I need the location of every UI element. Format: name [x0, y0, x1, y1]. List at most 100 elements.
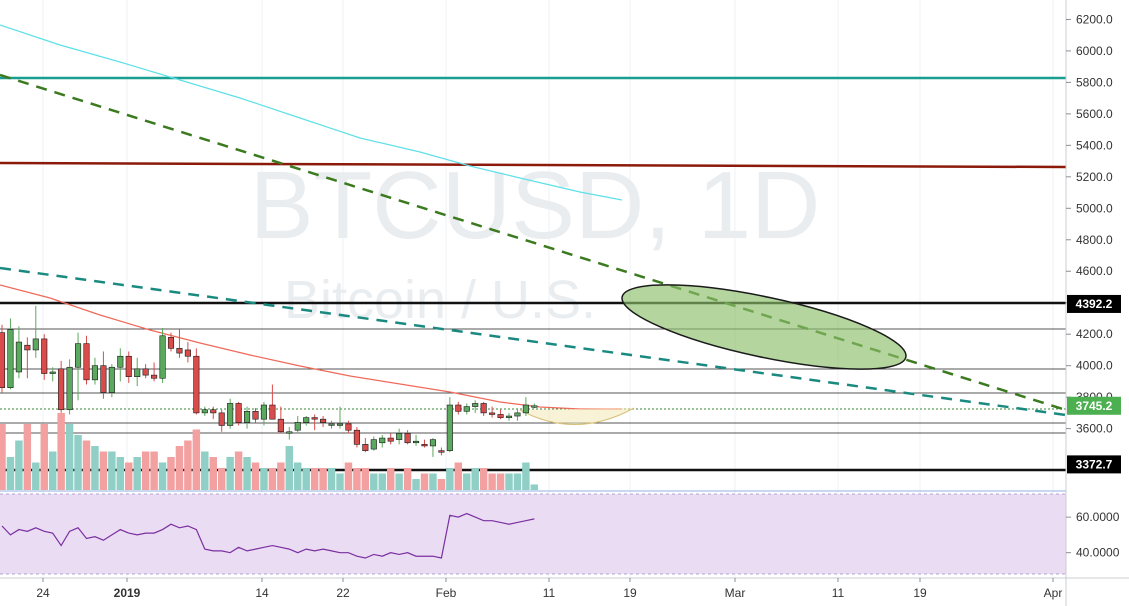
time-tick-label: 14 [255, 586, 269, 600]
candle-body [404, 433, 411, 444]
volume-bar [429, 473, 437, 490]
volume-bar [403, 468, 412, 490]
volume-bars [0, 413, 539, 490]
price-badge-label: 3372.7 [1076, 457, 1113, 471]
time-tick-label: 19 [913, 586, 927, 600]
candle-body [412, 440, 420, 444]
candle-body [438, 450, 445, 453]
candle-body [218, 412, 225, 426]
candle-body [294, 422, 301, 431]
volume-bar [319, 468, 327, 490]
volume-bar [386, 468, 395, 490]
volume-bar [141, 451, 150, 490]
volume-bar [201, 451, 209, 490]
candle-body [176, 348, 183, 354]
volume-bar [496, 473, 505, 490]
volume-bar [302, 468, 310, 490]
candle-body [396, 433, 403, 440]
volume-bar [370, 473, 378, 490]
candle-body [83, 343, 90, 381]
price-tick-label: 4600.0 [1076, 264, 1113, 278]
candle-body [480, 403, 487, 414]
candle-body [91, 365, 98, 381]
volume-bar [251, 462, 260, 490]
volume-bar [479, 468, 488, 490]
candle-body [311, 417, 318, 420]
volume-bar [505, 473, 513, 490]
candle-body [0, 332, 6, 389]
maroon-resistance-line[interactable] [0, 161, 1067, 169]
candle-body [336, 423, 344, 426]
time-axis[interactable]: 24 2019 14 22 Feb 11 19 Mar 11 19 Apr [36, 578, 1062, 600]
candle-body [260, 404, 268, 420]
volume-bar [82, 440, 91, 490]
candle-body [303, 417, 310, 423]
volume-bar [446, 468, 454, 490]
volume-bar [260, 468, 268, 490]
volume-bar [471, 468, 479, 490]
price-axis[interactable]: 3600.03800.04000.04200.04400.04600.04800… [1066, 12, 1113, 436]
candle-body [159, 335, 166, 379]
candlesticks [0, 305, 538, 457]
candle-body [41, 338, 48, 374]
volume-bar [522, 462, 530, 490]
volume-bar [23, 424, 32, 490]
rsi-line [1, 512, 535, 559]
candle-body [32, 338, 39, 351]
candle-body [24, 344, 31, 351]
candle-body [505, 415, 513, 418]
rounded-bottom-arc[interactable] [519, 407, 635, 425]
volume-bar [99, 451, 108, 490]
rsi-background [0, 494, 1066, 574]
candle-body [421, 444, 428, 447]
volume-bar [0, 424, 6, 490]
teal-descending-trendline[interactable] [0, 266, 1067, 417]
volume-bar [454, 462, 463, 490]
volume-bar [65, 424, 74, 490]
candle-body [244, 411, 251, 423]
candle-body [522, 404, 529, 414]
volume-bar [209, 457, 217, 490]
rsi-pane [0, 493, 1066, 575]
candle-body [210, 409, 217, 414]
price-tick-label: 5400.0 [1076, 138, 1113, 152]
volume-bar [175, 446, 184, 490]
volume-bar [192, 429, 201, 490]
price-badge-label: 3745.2 [1076, 399, 1113, 413]
price-badge-label: 4392.2 [1076, 297, 1113, 311]
candle-body [455, 404, 462, 412]
volume-bar [361, 468, 370, 490]
volume-bar [277, 462, 285, 490]
price-tick-label: 6000.0 [1076, 44, 1113, 58]
volume-bar [6, 457, 15, 490]
time-tick-label: 22 [336, 586, 350, 600]
volume-bar [327, 468, 336, 490]
price-tick-label: 6200.0 [1076, 12, 1113, 26]
candle-body [151, 374, 158, 379]
candle-body [463, 406, 470, 412]
candle-body [49, 371, 56, 374]
price-tick-label: 5000.0 [1076, 201, 1113, 215]
price-tick-label: 4800.0 [1076, 233, 1113, 247]
target-zone-ellipse[interactable] [616, 268, 912, 387]
candle-body [227, 403, 234, 426]
candle-body [328, 423, 335, 426]
candle-body [58, 368, 65, 411]
volume-bar [395, 473, 403, 490]
volume-bar [344, 462, 353, 490]
time-tick-label: 2019 [114, 586, 141, 600]
price-tick-label: 5200.0 [1076, 170, 1113, 184]
candle-body [125, 355, 132, 377]
volume-bar [488, 473, 496, 490]
price-tick-label: 3600.0 [1076, 422, 1113, 436]
volume-bar [243, 457, 251, 490]
volume-bar [108, 451, 116, 490]
volume-bar [167, 457, 175, 490]
volume-bar [158, 462, 167, 490]
volume-bar [513, 473, 522, 490]
candle-body [514, 412, 521, 417]
volume-bar [285, 446, 294, 490]
candle-body [531, 405, 538, 408]
volume-bar [336, 473, 344, 490]
